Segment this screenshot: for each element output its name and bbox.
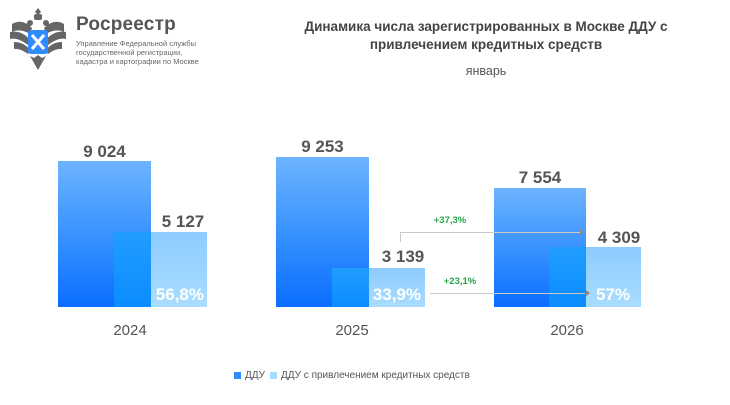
value-label-credit-2025: 3 139 <box>381 247 425 266</box>
value-label-credit-2024: 5 127 <box>161 212 205 231</box>
legend-label-ddu: ДДУ <box>245 370 266 381</box>
connector-credit-growth <box>400 232 580 233</box>
annotation-credit-growth: +37,3% <box>433 215 467 226</box>
x-tick-2026: 2026 <box>550 322 584 339</box>
value-label-ddu-2024: 9 024 <box>83 142 126 161</box>
share-label-2025: 33,9% <box>372 285 421 304</box>
bar-overlap-2025 <box>332 268 369 307</box>
x-tick-2025: 2025 <box>335 322 369 339</box>
arrow-credit-growth-icon <box>580 229 584 235</box>
bar-overlap-2024 <box>114 232 151 307</box>
arrow-share-growth-icon <box>586 290 590 296</box>
share-label-2026: 57% <box>595 285 630 304</box>
legend-item-ddu: ДДУ <box>234 370 265 381</box>
rosreestr-emblem-icon <box>8 6 68 72</box>
brand-name: Росреестр <box>76 14 176 35</box>
connector-credit-growth-vertical <box>400 232 401 242</box>
bar-overlap-2026 <box>549 247 586 307</box>
share-label-2024: 56,8% <box>155 285 204 304</box>
chart-subtitle: январь <box>465 64 507 78</box>
legend-label-credit: ДДУ с привлечением кредитных средств <box>281 370 470 381</box>
brand-block: Росреестр Управление Федеральной службы … <box>76 14 216 66</box>
brand-subtitle: Управление Федеральной службы государств… <box>76 39 199 66</box>
value-label-ddu-2026: 7 554 <box>518 168 562 187</box>
x-tick-2024: 2024 <box>113 322 147 339</box>
value-label-credit-2026: 4 309 <box>597 228 641 247</box>
legend-swatch-credit <box>270 372 278 379</box>
chart-legend: ДДУ ДДУ с привлечением кредитных средств <box>234 370 475 381</box>
legend-item-credit: ДДУ с привлечением кредитных средств <box>270 370 470 381</box>
value-label-ddu-2025: 9 253 <box>301 137 344 156</box>
chart-title: Динамика числа зарегистрированных в Моск… <box>304 19 668 52</box>
annotation-share-growth: +23,1% <box>443 276 477 287</box>
connector-share-growth <box>430 293 585 294</box>
legend-swatch-ddu <box>234 372 241 379</box>
